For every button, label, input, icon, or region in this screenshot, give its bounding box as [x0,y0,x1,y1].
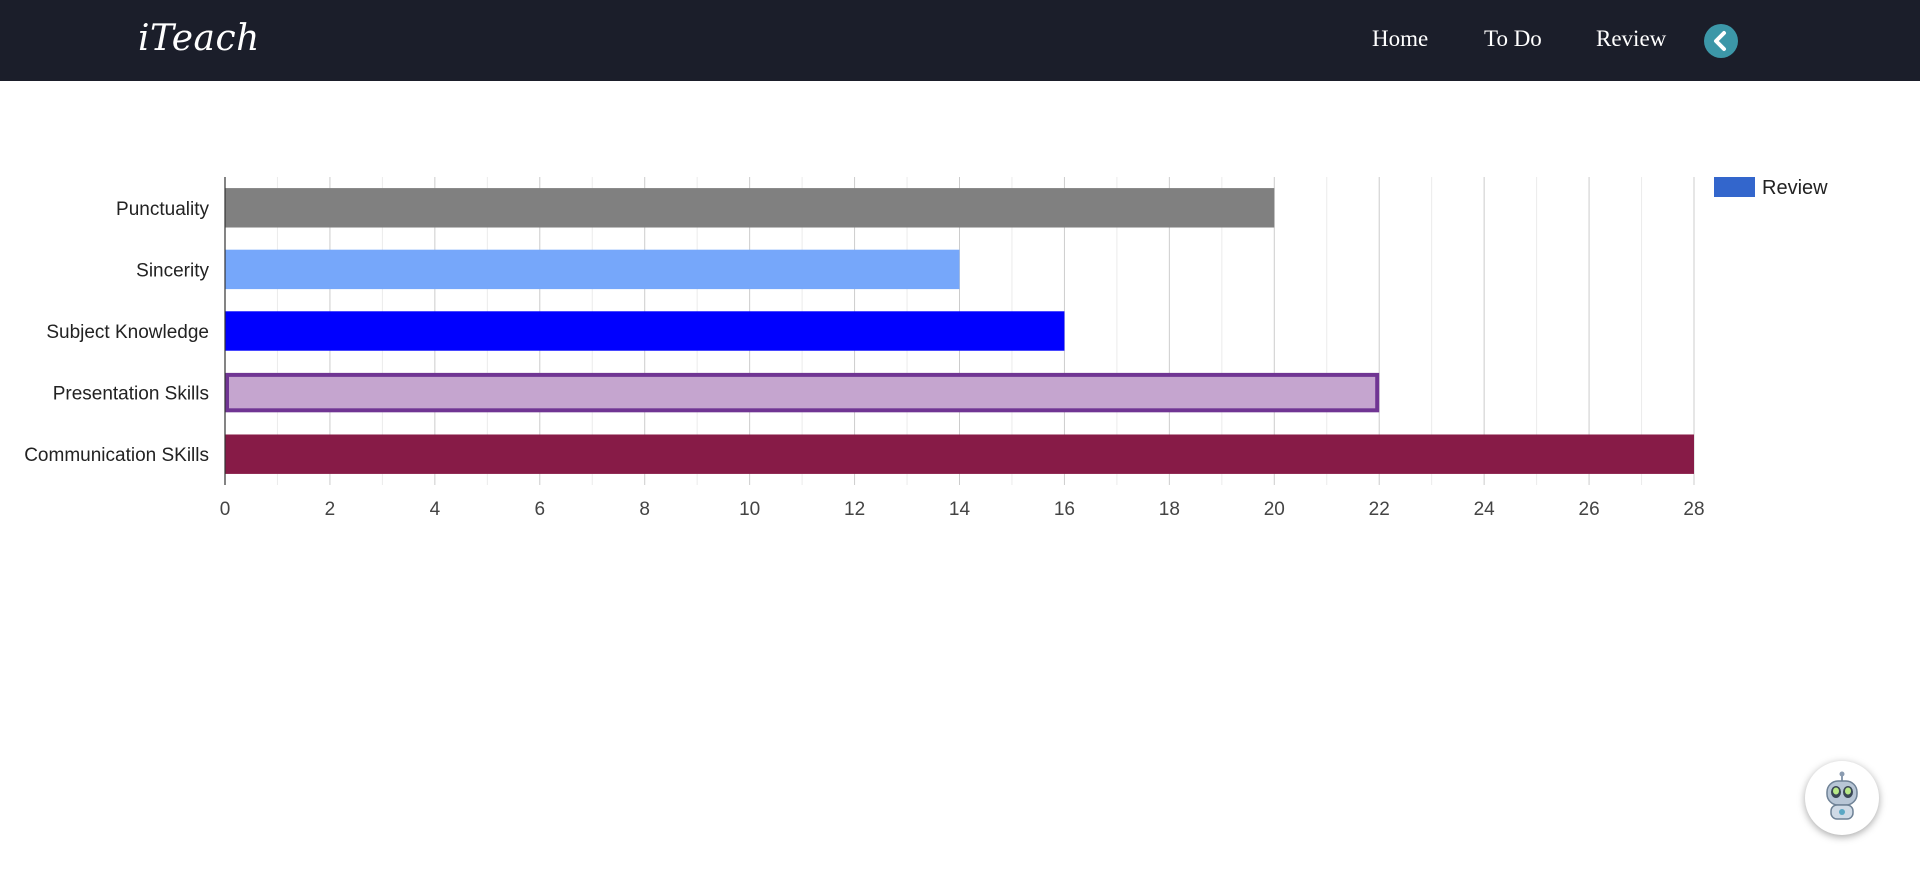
category-label: Punctuality [116,199,209,220]
nav-home-link[interactable]: Home [1372,26,1429,51]
navbar: iTeach Home To Do Review [0,0,1920,81]
bar-punctuality [225,188,1275,228]
x-tick-label: 6 [534,499,545,520]
nav-todo-link[interactable]: To Do [1484,26,1542,51]
brand-logo[interactable]: iTeach [138,18,260,59]
bar-subject-knowledge [225,311,1065,351]
x-tick-label: 12 [844,499,865,520]
x-tick-label: 24 [1474,499,1496,520]
x-tick-label: 28 [1683,499,1704,520]
review-bar-chart: 0 2 4 6 8 10 12 14 16 18 20 22 24 26 28PunctualitySinc… [24,177,1828,520]
chevron-left-icon [1714,31,1726,51]
assistant-chat-button[interactable] [1805,761,1879,835]
x-tick-label: 18 [1159,499,1180,520]
x-tick-label: 14 [949,499,971,520]
bar-presentation-skills [225,372,1380,413]
legend-label: Review [1762,177,1828,199]
bar-sincerity [225,249,960,290]
x-tick-label: 8 [639,499,650,520]
legend-swatch [1714,177,1755,197]
x-tick-label: 4 [430,499,441,520]
robot-icon [1826,771,1858,820]
nav-review-link[interactable]: Review [1596,26,1667,51]
category-label: Presentation Skills [53,384,209,405]
x-tick-label: 0 [220,499,231,520]
category-label: Subject Knowledge [46,322,209,343]
x-tick-label: 2 [325,499,336,520]
x-tick-label: 26 [1579,499,1600,520]
x-tick-label: 16 [1054,499,1075,520]
category-label: Communication SKills [24,445,209,466]
bar-communication-skills [225,434,1694,474]
category-label: Sincerity [136,260,209,281]
x-tick-label: 22 [1369,499,1390,520]
back-button[interactable] [1704,24,1738,58]
x-tick-label: 10 [739,499,760,520]
x-tick-label: 20 [1264,499,1285,520]
